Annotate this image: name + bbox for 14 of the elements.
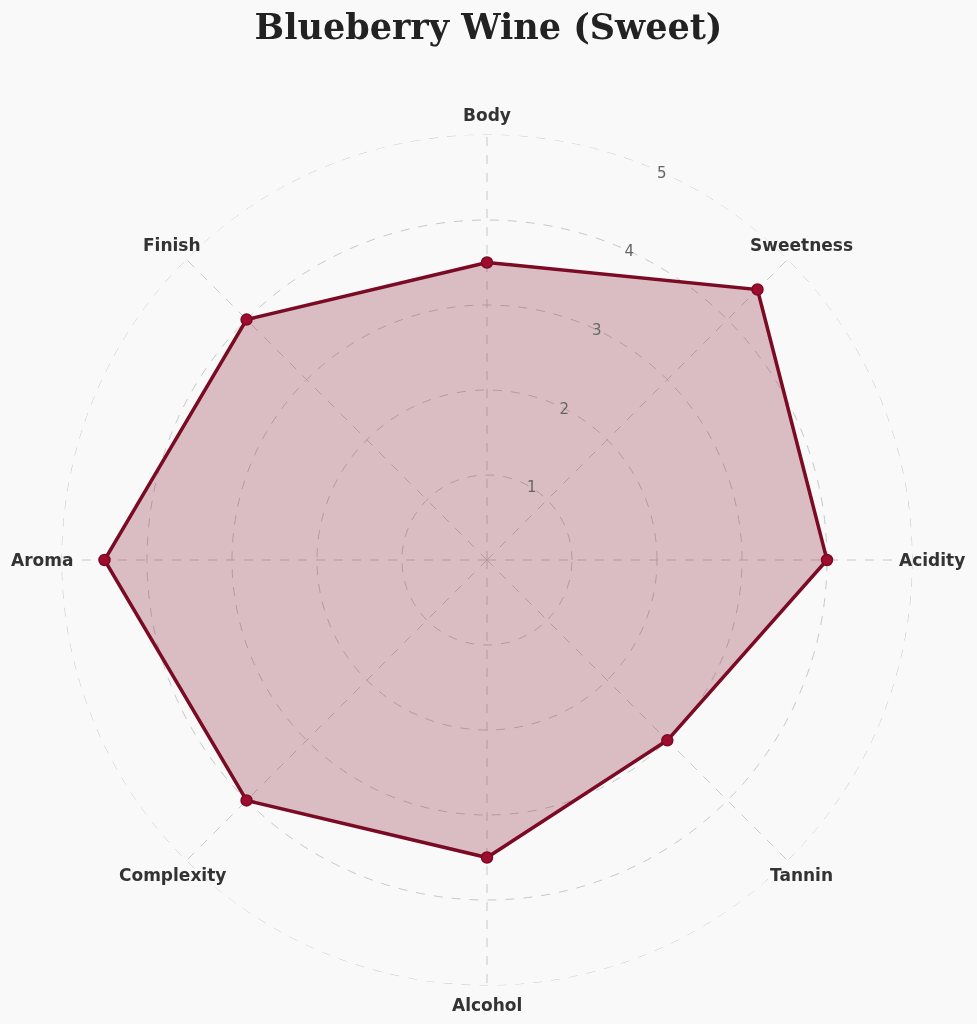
y-tick-label: 3 (591, 320, 602, 339)
y-tick-label: 5 (657, 163, 667, 182)
spoke-label: Aroma (11, 550, 74, 570)
spoke-label: Tannin (770, 865, 834, 885)
spoke-label: Sweetness (750, 235, 854, 255)
spoke-label: Finish (143, 235, 201, 255)
spoke-label: Alcohol (452, 995, 523, 1015)
spoke-label: Acidity (899, 550, 966, 570)
y-tick-label: 1 (526, 478, 537, 497)
spoke-label: Body (463, 105, 511, 125)
chart-title: Blueberry Wine (Sweet) (254, 6, 723, 48)
y-tick-label: 4 (624, 242, 635, 261)
y-tick-label: 2 (559, 399, 569, 418)
spoke-label: Complexity (119, 865, 227, 885)
